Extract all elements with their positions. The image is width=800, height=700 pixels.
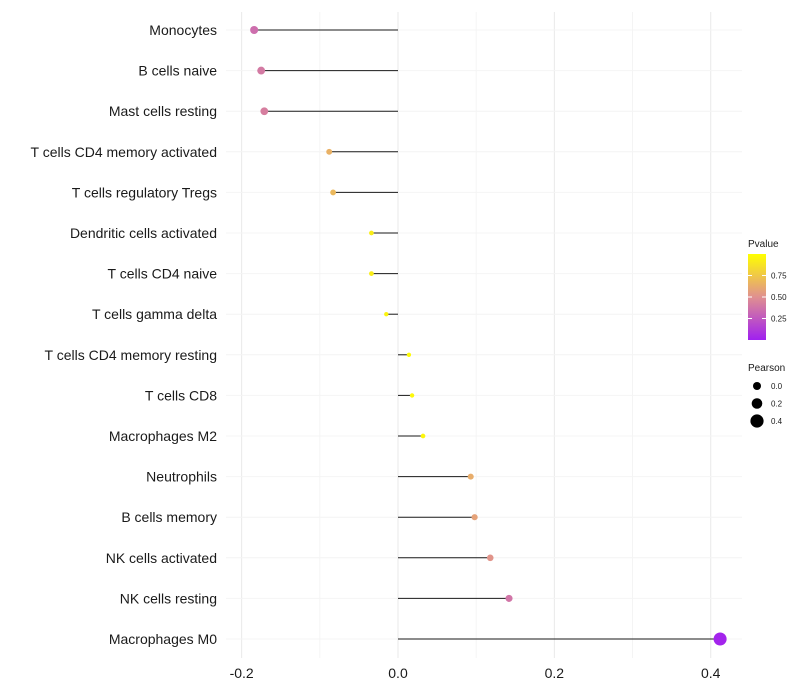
legend: Pvalue 0.25 0.50 0.75 Pearson 0.0 0.2 0.4: [748, 239, 787, 428]
point-14: [505, 594, 513, 602]
x-axis-ticks: -0.2 0.0 0.2 0.4: [230, 665, 721, 681]
x-tick-label-0: -0.2: [230, 665, 254, 681]
pvalue-tick-label-1: 0.50: [771, 293, 787, 302]
x-tick-label-2: 0.2: [545, 665, 565, 681]
grid-lines: [226, 12, 742, 658]
pearson-size-key-2: [750, 414, 764, 428]
y-label-0: Monocytes: [149, 22, 217, 38]
point-11: [467, 473, 474, 480]
pearson-size-key-0: [753, 382, 761, 390]
pvalue-tick-label-0: 0.25: [771, 315, 787, 324]
point-2: [260, 107, 269, 116]
point-6: [369, 271, 374, 276]
point-4: [330, 189, 337, 196]
pearson-size-label-1: 0.2: [771, 400, 783, 409]
legend-pvalue: Pvalue 0.25 0.50 0.75: [748, 239, 787, 340]
pearson-size-key-1: [751, 398, 763, 409]
y-label-7: T cells gamma delta: [92, 306, 217, 322]
point-12: [471, 514, 478, 521]
y-label-1: B cells naive: [138, 63, 217, 79]
y-label-6: T cells CD4 naive: [108, 266, 218, 282]
y-label-8: T cells CD4 memory resting: [45, 347, 217, 363]
y-label-2: Mast cells resting: [109, 103, 217, 119]
x-tick-label-3: 0.4: [701, 665, 721, 681]
y-label-11: Neutrophils: [146, 469, 217, 485]
y-label-15: Macrophages M0: [109, 631, 217, 647]
stems: [254, 29, 721, 640]
x-tick-label-1: 0.0: [388, 665, 408, 681]
y-label-4: T cells regulatory Tregs: [72, 184, 217, 200]
legend-pearson-title: Pearson: [748, 363, 785, 374]
pvalue-tick-label-2: 0.75: [771, 272, 787, 281]
y-label-12: B cells memory: [121, 509, 217, 525]
point-13: [486, 554, 494, 562]
legend-pvalue-title: Pvalue: [748, 239, 779, 250]
point-10: [420, 433, 426, 439]
point-9: [409, 393, 415, 398]
point-5: [369, 230, 374, 236]
y-label-14: NK cells resting: [120, 590, 217, 606]
legend-pvalue-colorbar: [748, 254, 766, 340]
pearson-size-label-0: 0.0: [771, 382, 783, 391]
legend-pearson: Pearson 0.0 0.2 0.4: [748, 363, 785, 428]
y-label-10: Macrophages M2: [109, 428, 217, 444]
point-15: [713, 632, 727, 646]
point-0: [250, 25, 259, 35]
y-label-5: Dendritic cells activated: [70, 225, 217, 241]
y-label-13: NK cells activated: [106, 550, 217, 566]
y-axis-labels: Monocytes B cells naive Mast cells resting…: [31, 22, 218, 647]
point-1: [257, 66, 266, 75]
y-label-3: T cells CD4 memory activated: [31, 144, 217, 160]
data-points: [250, 25, 727, 646]
point-7: [384, 312, 389, 317]
y-label-9: T cells CD8: [145, 387, 217, 403]
pearson-size-label-2: 0.4: [771, 417, 783, 426]
point-3: [326, 148, 333, 155]
point-8: [406, 352, 412, 357]
